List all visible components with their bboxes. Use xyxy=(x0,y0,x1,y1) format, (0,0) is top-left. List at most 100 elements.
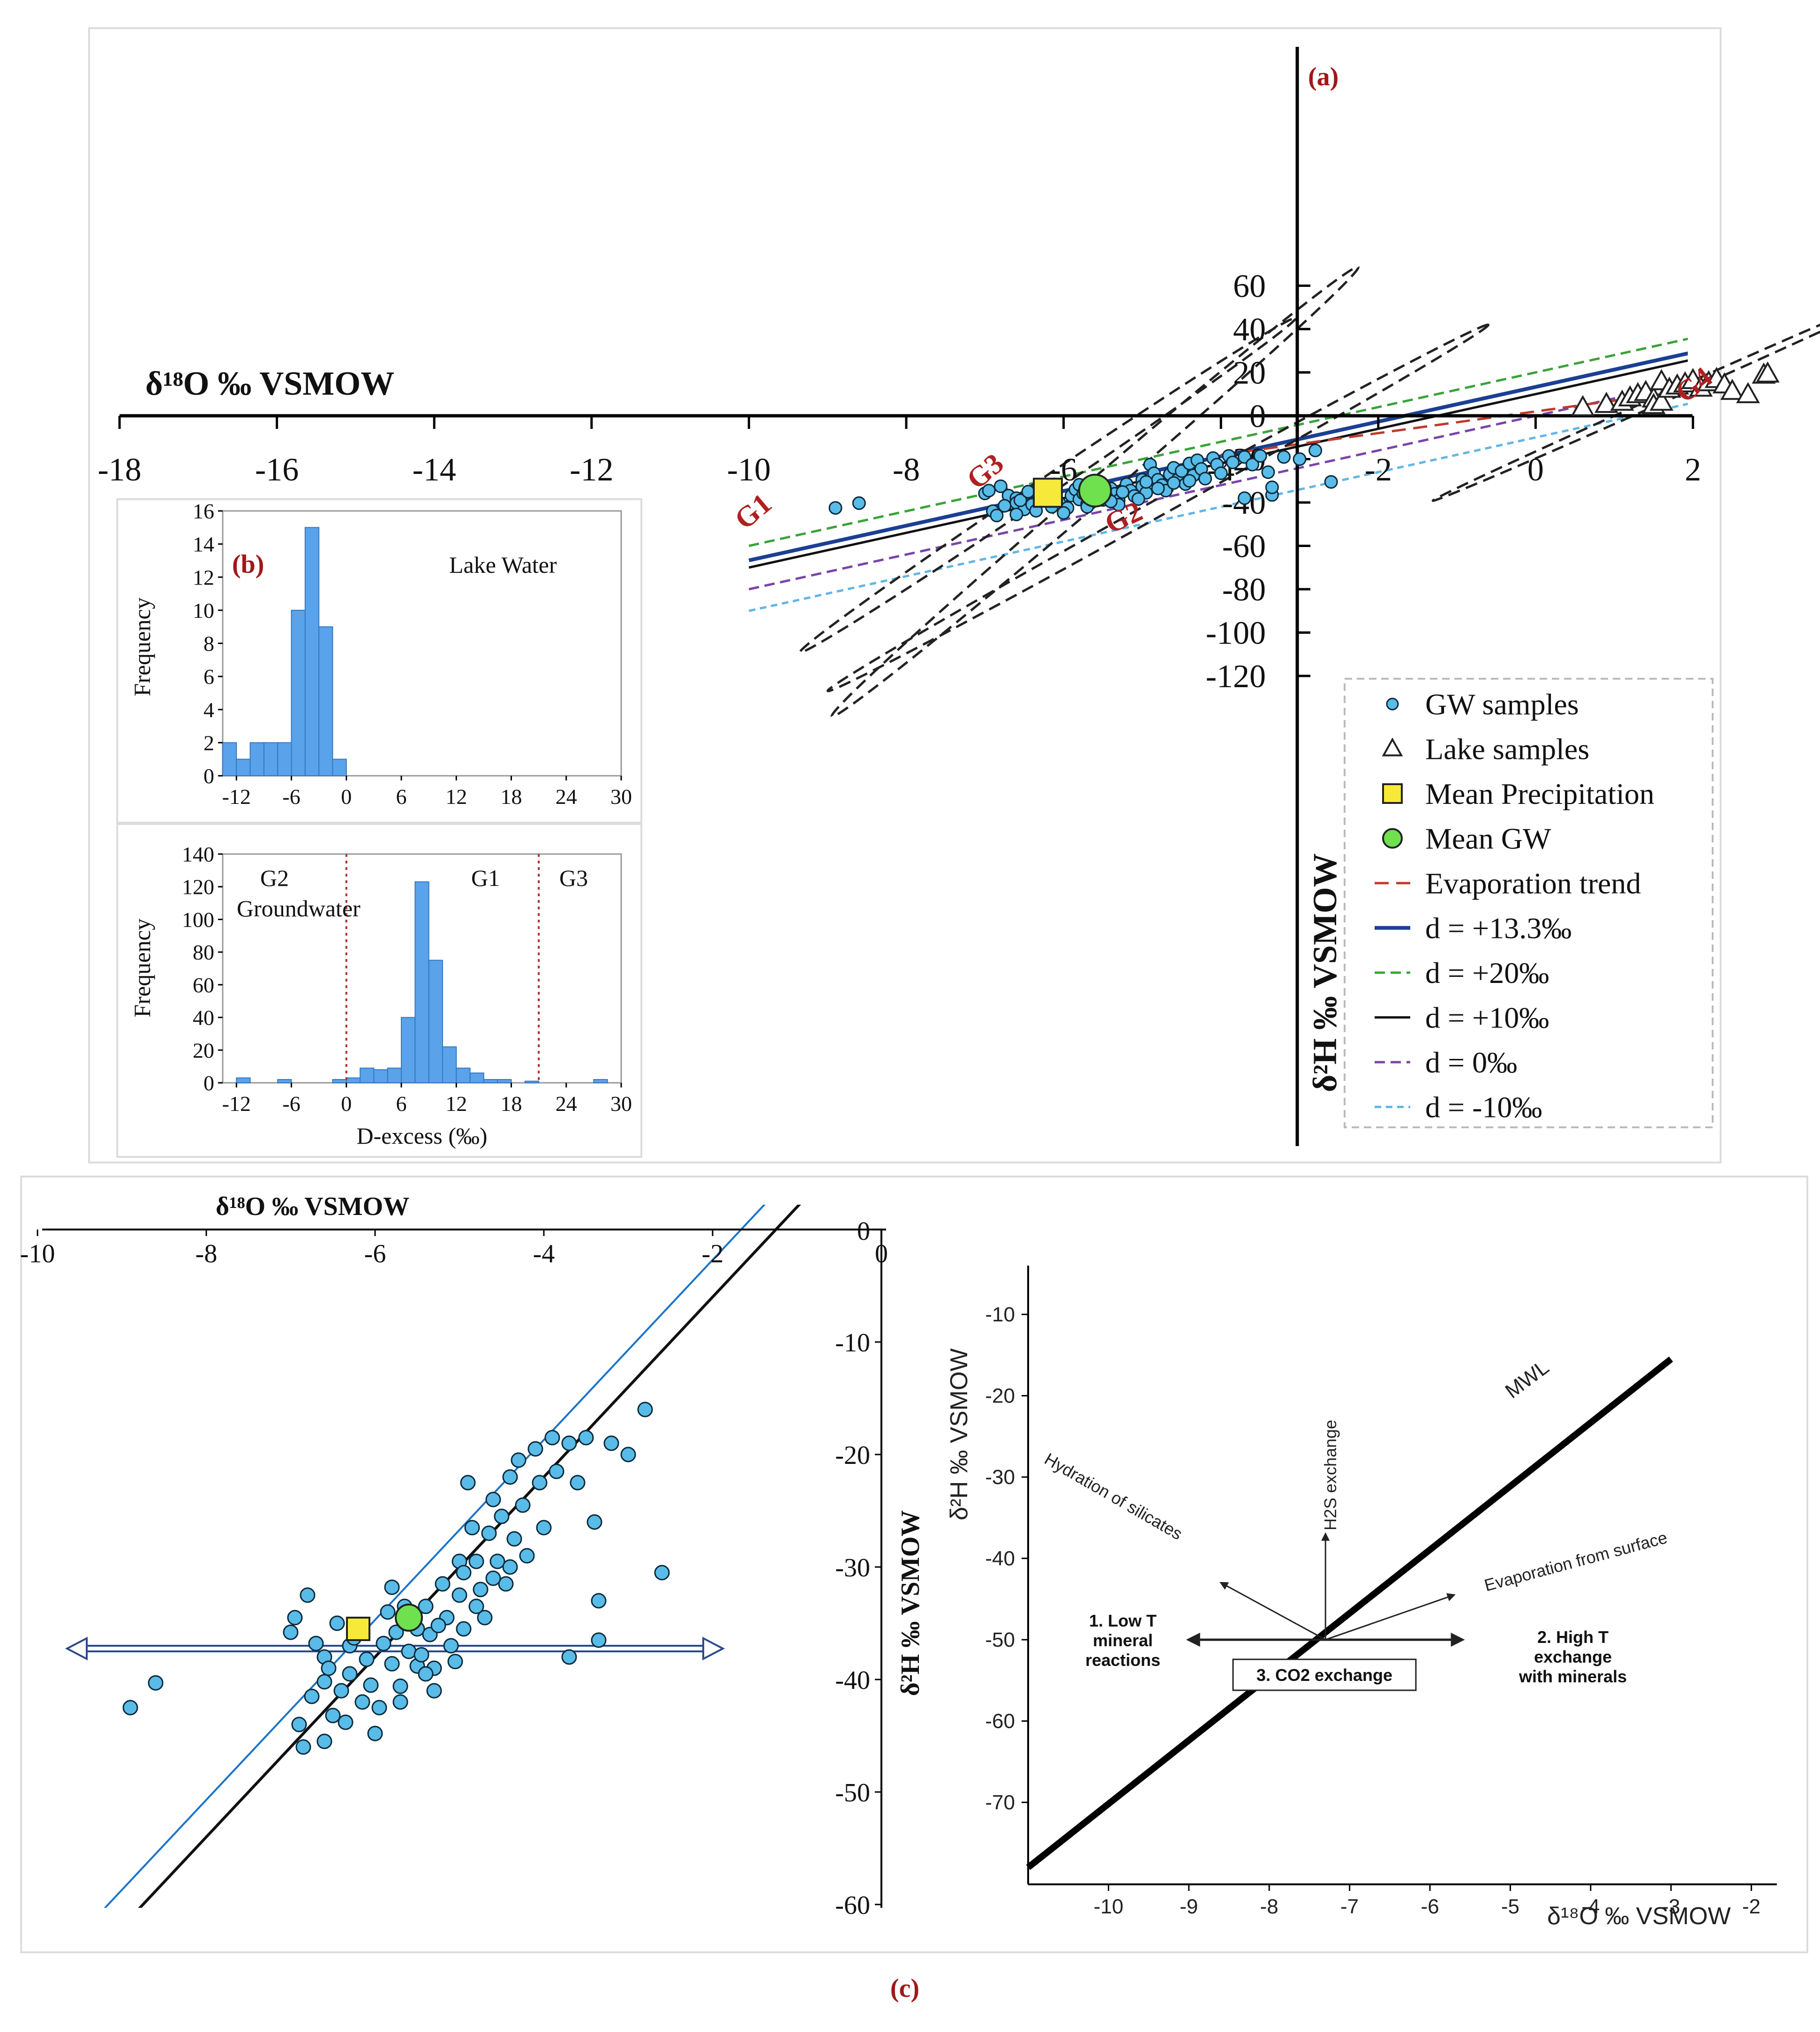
b2-bar xyxy=(428,960,443,1084)
c2-y-tick-label: -20 xyxy=(985,1385,1015,1408)
c2-x-tick-label: -3 xyxy=(1662,1895,1680,1918)
gw-point xyxy=(1151,481,1165,495)
b2-y-tick-label: 100 xyxy=(182,907,214,931)
horizontal-double-arrow xyxy=(65,1636,725,1661)
c1-gw-point xyxy=(485,1492,501,1507)
b2-bar xyxy=(469,1072,484,1083)
c1-y-tick-label: -50 xyxy=(835,1778,870,1807)
label-low-t-line: reactions xyxy=(1085,1650,1160,1670)
b2-x-tick-label: 30 xyxy=(610,1092,632,1116)
c1-gw-point xyxy=(392,1694,408,1710)
b2-group-label-g3: G3 xyxy=(559,865,588,891)
group-label-g4: G4 xyxy=(1670,361,1718,409)
co2-box xyxy=(1232,1658,1417,1691)
legend-item: d = +20‰ xyxy=(1375,956,1549,990)
panel-a: -18-16-14-12-10-8-6-4-20246 -120-100-80-… xyxy=(98,47,1820,1146)
gw-point xyxy=(1277,450,1291,464)
b1-y-tick-label: 2 xyxy=(203,731,214,755)
gw-point xyxy=(1253,449,1267,463)
legend-lake-symbol xyxy=(1382,737,1403,757)
gw-point xyxy=(1245,457,1259,472)
group-label-g1: G1 xyxy=(729,487,777,536)
lake-point xyxy=(1736,382,1760,404)
b2-bar xyxy=(593,1079,608,1083)
mwl-line xyxy=(1026,1357,1673,1870)
b1-bar xyxy=(236,758,251,776)
b2-bar xyxy=(236,1077,251,1084)
c1-y-ticks: 0 -10 -20 -30 -40 -50 -60 xyxy=(835,1217,881,1920)
c1-gw-point xyxy=(544,1430,560,1446)
b1-y-tick-label: 6 xyxy=(203,665,214,689)
c1-gw-point xyxy=(388,1624,404,1640)
gw-point xyxy=(1115,485,1129,499)
gw-point xyxy=(1057,506,1071,520)
x-tick-label: -18 xyxy=(98,452,141,488)
c1-gw-point xyxy=(367,1725,383,1741)
c1-gw-point xyxy=(456,1565,472,1581)
c1-gw-point xyxy=(122,1700,138,1716)
gw-point xyxy=(1198,472,1212,486)
b1-y-tick-label: 10 xyxy=(193,599,214,622)
b1-bar xyxy=(291,609,306,776)
c2-x-ticks: -10 -9 -8 -7 -6 -5 -4 -3 -2 xyxy=(1094,1884,1760,1918)
y-ticks: -120-100-80-60-40-200204060 xyxy=(1206,269,1310,695)
b2-dividers xyxy=(345,854,540,1083)
panel-a-frame xyxy=(88,27,1722,1163)
c1-gw-point xyxy=(506,1531,522,1547)
b2-group-label-g1: G1 xyxy=(471,865,500,891)
legend: GW samples Lake samples Mean Precipitation… xyxy=(1344,678,1714,1128)
b2-x-tick-label: 24 xyxy=(556,1092,577,1116)
gw-point xyxy=(1214,466,1228,480)
lake-point xyxy=(1571,395,1595,416)
c1-gw-point xyxy=(473,1582,489,1597)
legend-label: d = +20‰ xyxy=(1425,956,1549,990)
c1-gw-point xyxy=(637,1402,653,1417)
c1-gw-point xyxy=(468,1553,484,1569)
c1-gw-point xyxy=(300,1587,316,1603)
c1-x-ticks: -10 -8 -6 -4 -2 0 xyxy=(20,1230,888,1268)
x-tick-label: -14 xyxy=(413,452,456,488)
c1-gw-point xyxy=(426,1683,442,1699)
label-high-t-line: exchange xyxy=(1534,1647,1612,1666)
b1-x-tick-label: -6 xyxy=(282,785,300,809)
c1-gw-point xyxy=(515,1497,531,1513)
b1-bars xyxy=(222,527,347,776)
b2-y-tick-label: 80 xyxy=(193,940,214,964)
lake-point xyxy=(1649,390,1674,411)
gw-point xyxy=(1238,491,1252,505)
gw-point xyxy=(1131,492,1145,506)
label-h2s: H2S exchange xyxy=(1321,1420,1340,1530)
gw-point xyxy=(1013,493,1027,507)
c1-gw-point xyxy=(468,1598,484,1614)
means xyxy=(1033,473,1112,508)
x-tick-label: -8 xyxy=(893,452,920,488)
y-tick-label: -60 xyxy=(1222,529,1266,565)
label-hydration: Hydration of silicates xyxy=(1041,1449,1186,1544)
b1-title: Lake Water xyxy=(449,552,557,578)
c2-process-arrows: Hydration of silicates H2S exchange Evapor… xyxy=(1041,1420,1670,1691)
b1-y-tick-label: 12 xyxy=(193,565,214,589)
c1-gw-point xyxy=(464,1520,480,1536)
b1-x-tick-label: 6 xyxy=(396,785,407,809)
b2-bar xyxy=(373,1069,388,1083)
label-high-t-line: with minerals xyxy=(1519,1667,1627,1686)
c1-y-axis-title: δ²H ‰ VSMOW xyxy=(896,1510,925,1696)
c1-gw-point xyxy=(451,1587,467,1603)
c1-gw-point xyxy=(502,1559,518,1575)
mean-gw-point xyxy=(1078,473,1112,508)
gw-point xyxy=(1009,507,1023,521)
legend-label: d = 0‰ xyxy=(1425,1046,1517,1079)
b1-bar xyxy=(277,742,292,776)
lake-samples xyxy=(1571,361,1780,416)
b2-x-tick-label: 18 xyxy=(501,1092,522,1116)
legend-label: Mean GW xyxy=(1425,822,1551,855)
mean-precipitation-point xyxy=(1033,478,1063,508)
gw-point xyxy=(1293,452,1307,466)
gw-point xyxy=(852,496,866,510)
arrow-hydration xyxy=(1219,1582,1326,1641)
b1-y-axis-title: Frequency xyxy=(129,597,155,696)
panel-label-a: (a) xyxy=(1308,62,1339,91)
c1-x-tick-label: -8 xyxy=(196,1239,218,1268)
